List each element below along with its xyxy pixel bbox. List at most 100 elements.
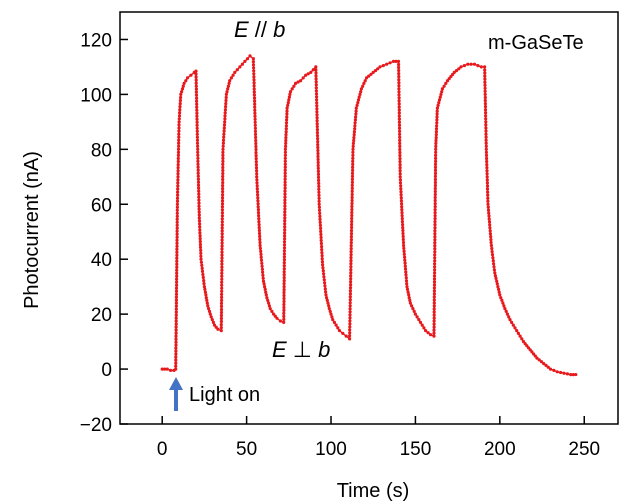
data-point [412, 309, 416, 313]
y-tick-label: −20 [80, 415, 112, 436]
x-axis-title: Time (s) [337, 480, 410, 502]
data-point [174, 319, 178, 323]
x-tick-label: 250 [568, 439, 600, 460]
data-point [348, 295, 352, 299]
data-point [260, 267, 264, 271]
data-point [432, 325, 436, 329]
data-point [285, 112, 289, 116]
data-point [486, 190, 490, 194]
data-point [263, 285, 267, 289]
data-point [177, 135, 181, 139]
data-point [349, 274, 353, 278]
data-point [320, 245, 324, 249]
data-point [492, 265, 496, 269]
data-point [253, 123, 257, 127]
data-point [434, 153, 438, 157]
data-point [433, 268, 437, 272]
data-point [330, 315, 334, 319]
data-point [176, 163, 180, 167]
data-point [195, 123, 199, 127]
data-point [315, 110, 319, 114]
data-point [197, 189, 201, 193]
data-point [358, 92, 362, 96]
data-point [320, 254, 324, 258]
data-point [175, 229, 179, 233]
data-point [436, 103, 440, 107]
data-point [483, 86, 487, 90]
data-point [175, 226, 179, 230]
data-point [349, 253, 353, 257]
data-point [177, 114, 182, 118]
data-point [350, 192, 354, 197]
data-point [350, 186, 354, 190]
data-point [398, 172, 402, 176]
data-point [488, 223, 492, 227]
data-point [257, 228, 261, 233]
data-point [220, 250, 224, 254]
data-point [359, 87, 363, 91]
data-point [175, 208, 179, 212]
data-point [243, 59, 247, 64]
data-point [175, 250, 179, 254]
data-point [319, 229, 323, 234]
data-point [220, 232, 224, 236]
data-point [253, 120, 257, 124]
data-point [201, 272, 205, 277]
data-point [175, 238, 179, 242]
data-point [221, 177, 225, 182]
plot-frame [119, 11, 619, 425]
data-point [350, 171, 355, 175]
data-point [356, 101, 360, 105]
data-point [348, 316, 352, 320]
data-point [320, 248, 324, 252]
data-point [435, 118, 439, 122]
data-point [321, 263, 325, 267]
data-point [282, 255, 286, 259]
data-point [256, 196, 260, 200]
data-point [381, 64, 385, 68]
data-point [351, 141, 355, 145]
data-point [223, 114, 227, 118]
data-point [486, 202, 490, 206]
data-point [321, 266, 325, 270]
data-point [195, 138, 200, 142]
data-point [351, 168, 355, 172]
data-point [571, 373, 575, 377]
data-point [174, 340, 178, 344]
data-point [220, 277, 224, 281]
data-point [398, 169, 402, 173]
data-point [265, 296, 269, 300]
data-point [175, 262, 179, 266]
data-point [432, 316, 436, 320]
data-point [316, 157, 320, 162]
data-point [341, 331, 345, 335]
data-point [433, 205, 437, 209]
data-point [282, 314, 286, 318]
data-point [484, 132, 488, 136]
data-point [253, 108, 257, 112]
data-point [397, 68, 401, 73]
data-point [520, 337, 524, 341]
data-point [231, 73, 235, 77]
data-point [316, 166, 320, 170]
data-point [318, 211, 322, 215]
data-point [226, 87, 230, 91]
data-point [220, 241, 224, 245]
data-point [174, 337, 178, 341]
data-point [362, 81, 366, 85]
data-point [548, 367, 553, 371]
data-point [314, 65, 318, 69]
data-point [497, 290, 501, 294]
data-point [397, 114, 401, 118]
data-point [354, 112, 358, 116]
data-point [228, 79, 232, 83]
data-point [363, 79, 367, 83]
data-point [440, 90, 444, 94]
data-point [220, 202, 225, 206]
data-point [202, 279, 206, 283]
data-point [200, 266, 204, 270]
data-point [433, 162, 438, 166]
data-point [197, 216, 201, 220]
data-point [197, 198, 201, 202]
data-point [285, 115, 289, 119]
